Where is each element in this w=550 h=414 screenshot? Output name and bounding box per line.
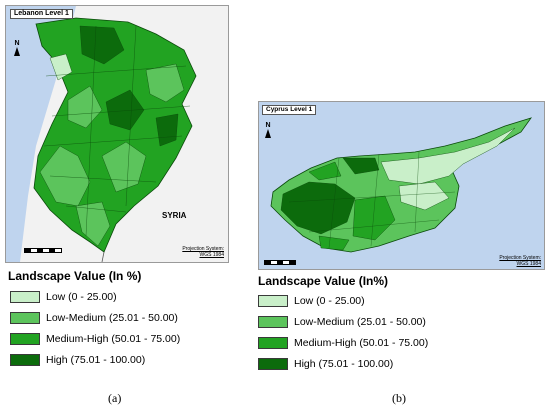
legend-swatch <box>10 312 40 324</box>
legend-item: High (75.01 - 100.00) <box>10 353 145 367</box>
legend-label: Low (0 - 25.00) <box>294 295 365 307</box>
scale-bar <box>24 248 62 253</box>
north-label: N <box>14 40 20 47</box>
legend-item: Low (0 - 25.00) <box>258 294 365 308</box>
north-arrow-icon: N <box>263 122 273 138</box>
scale-bar <box>264 260 296 265</box>
legend-item: Medium-High (50.01 - 75.00) <box>258 336 428 350</box>
legend-swatch <box>10 333 40 345</box>
lebanon-map <box>6 6 197 262</box>
caption-a: (a) <box>108 391 122 405</box>
cyprus-map <box>270 117 533 253</box>
north-label: N <box>265 122 271 129</box>
legend-swatch <box>258 358 288 370</box>
legend-item: Low-Medium (25.01 - 50.00) <box>10 311 178 325</box>
caption-b: (b) <box>392 391 406 405</box>
legend-label: High (75.01 - 100.00) <box>46 354 146 366</box>
cyprus-map-frame: Cyprus Level 1 N Projection System: WGS … <box>258 101 545 270</box>
legend-swatch <box>10 354 40 366</box>
legend-label: Low-Medium (25.01 - 50.00) <box>46 312 178 324</box>
lebanon-map-frame: Lebanon Level 1 N SYRIA Projection Syste… <box>5 5 229 263</box>
legend-swatch <box>258 316 288 328</box>
map-title: Lebanon Level 1 <box>10 9 73 20</box>
legend-title: Landscape Value (In %) <box>8 269 142 283</box>
country-label-syria: SYRIA <box>162 211 187 220</box>
legend-item: Low-Medium (25.01 - 50.00) <box>258 315 426 329</box>
legend-swatch <box>258 337 288 349</box>
projection-note: Projection System: WGS 1984 <box>499 255 541 267</box>
legend-label: Low (0 - 25.00) <box>46 291 117 303</box>
legend-item: High (75.01 - 100.00) <box>258 357 393 371</box>
map-title: Cyprus Level 1 <box>262 105 317 115</box>
legend-item: Medium-High (50.01 - 75.00) <box>10 332 180 346</box>
north-arrow-icon: N <box>12 40 22 56</box>
legend-label: Medium-High (50.01 - 75.00) <box>46 333 181 345</box>
legend-item: Low (0 - 25.00) <box>10 290 117 304</box>
legend-swatch <box>258 295 288 307</box>
legend-swatch <box>10 291 40 303</box>
legend-label: Medium-High (50.01 - 75.00) <box>294 337 429 349</box>
legend-label: High (75.01 - 100.00) <box>294 358 394 370</box>
projection-note: Projection System: WGS 1984 <box>182 246 224 258</box>
legend-title: Landscape Value (In%) <box>258 274 389 288</box>
legend-label: Low-Medium (25.01 - 50.00) <box>294 316 426 328</box>
